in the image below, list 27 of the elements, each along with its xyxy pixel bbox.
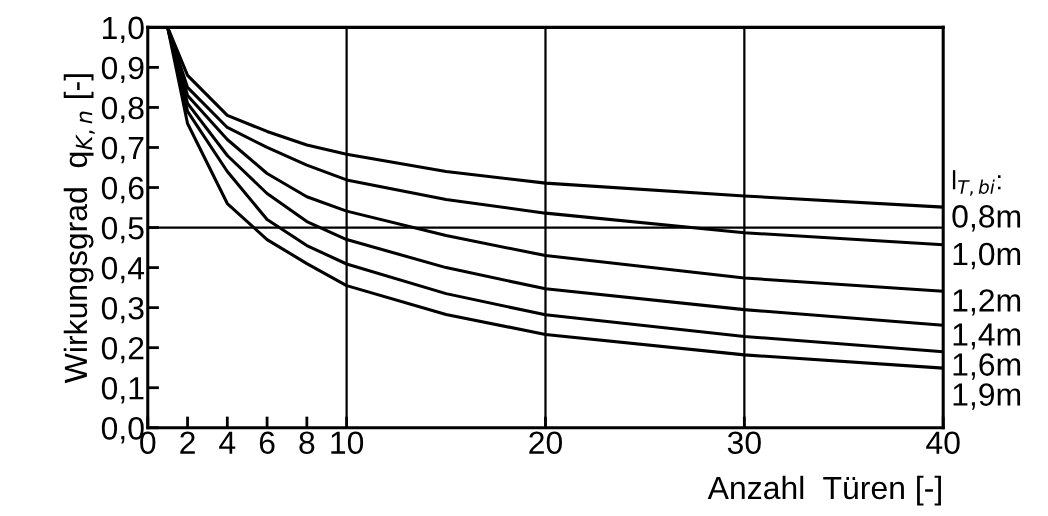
y-tick-label: 0,1	[101, 376, 144, 404]
series-label: 1,2m	[953, 289, 1021, 316]
y-tick-label: 0,6	[101, 176, 144, 204]
series-label: 0,8m	[952, 205, 1021, 232]
series-label: 1,0m	[953, 242, 1021, 270]
y-tick-label: 0,7	[101, 136, 144, 164]
x-tick-label: 8	[299, 431, 315, 455]
y-tick-label: 0,5	[101, 216, 144, 244]
y-tick-label: 1,0	[103, 16, 144, 44]
x-tick-label: 30	[727, 431, 761, 455]
series-label: 1,9m	[953, 383, 1021, 410]
y-tick-label: 0,4	[101, 256, 145, 284]
x-tick-label: 4	[219, 431, 236, 454]
x-axis-title: Anzahl Türen [-]	[707, 475, 941, 506]
x-tick-label: 10	[331, 431, 364, 455]
y-tick-label: 0,9	[101, 56, 144, 84]
y-tick-label: 0,2	[101, 336, 144, 364]
y-axis-title: Wirkungsgrad q$_{K,n}$ [-]	[63, 74, 95, 384]
x-tick-label: 40	[926, 431, 960, 455]
x-tick-label: 6	[259, 431, 275, 455]
y-tick-label: 0,3	[101, 296, 144, 324]
legend-title: l$_{T,bi}$:	[952, 170, 1001, 196]
series-label: 1,6m	[953, 353, 1021, 380]
y-tick-label: 0,8	[101, 96, 144, 124]
x-tick-label: 20	[529, 431, 562, 455]
series-label: 1,4m	[953, 323, 1021, 350]
x-tick-label: 2	[180, 431, 195, 454]
